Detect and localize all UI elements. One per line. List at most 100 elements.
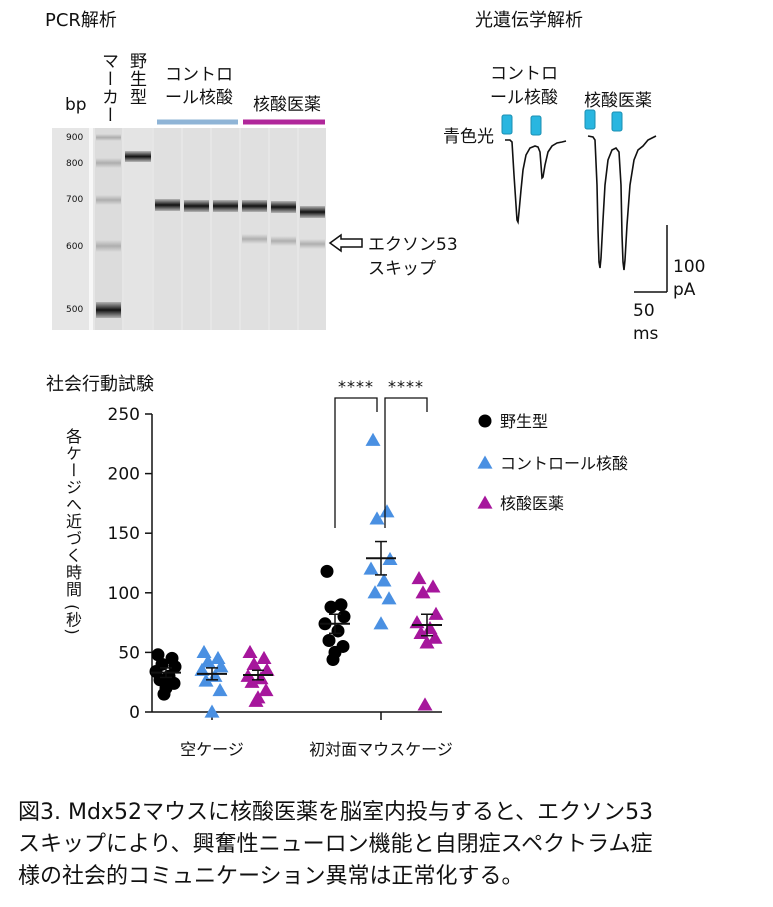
significance-bracket-1 [384, 397, 428, 528]
bp-label: bp [65, 95, 87, 115]
lane-drug-3 [299, 128, 326, 330]
point-0-1-9 [326, 653, 340, 667]
point-0-0-9 [157, 687, 171, 701]
control-group-label-line1: コントロ [165, 65, 233, 85]
caption-line-1: 図3. Mdx52マウスに核酸医薬を脳室内投与すると、エクソン53 [18, 800, 654, 825]
point-1-1-2 [369, 511, 385, 525]
exon-skip-label-line1: エクソン53 [368, 235, 458, 255]
x-category-label-0: 空ケージ [180, 740, 244, 759]
significance-label-1: **** [388, 377, 424, 396]
ladder-tick-600: 600 [66, 242, 84, 252]
scale-y-unit: pA [673, 280, 696, 300]
ladder-tick-900: 900 [66, 133, 84, 143]
point-2-1-9 [417, 697, 433, 711]
legend-marker-1 [477, 455, 493, 469]
photo-control-label: コントロ ール核酸 [490, 62, 558, 110]
point-2-1-8 [419, 635, 435, 649]
point-1-1-8 [373, 616, 389, 630]
y-tick-label-100: 100 [108, 584, 140, 604]
point-1-0-1 [210, 650, 226, 664]
point-2-0-2 [246, 656, 262, 670]
point-2-1-3 [428, 606, 444, 620]
skip-arrow-icon [328, 233, 363, 253]
light-pulse-drug-1 [584, 109, 596, 130]
ladder-bands [96, 134, 121, 318]
exon-skip-label: エクソン53 スキップ [368, 233, 458, 281]
legend-label-1: コントロール核酸 [500, 454, 628, 473]
photo-title: 光遺伝学解析 [475, 10, 583, 31]
band-wildtype [125, 151, 151, 162]
point-1-1-7 [381, 591, 397, 605]
photo-control-label-line1: コントロ [490, 64, 558, 84]
point-1-1-6 [367, 585, 383, 599]
ladder-tick-800: 800 [66, 159, 84, 169]
point-0-0-3 [168, 660, 182, 674]
point-1-1-0 [365, 432, 381, 446]
point-2-1-0 [411, 570, 427, 585]
point-2-0-7 [258, 683, 274, 697]
point-2-1-4 [409, 615, 425, 629]
marker-lane-label: マーカー [98, 52, 118, 124]
bands-full-length [155, 199, 325, 218]
bands-skipped [242, 234, 325, 249]
y-tick-label-200: 200 [108, 465, 140, 485]
photo-drug-label: 核酸医薬 [584, 91, 652, 111]
point-1-0-0 [196, 644, 212, 659]
control-group-label: コントロ ール核酸 [165, 64, 233, 110]
point-2-1-1 [425, 579, 441, 593]
wildtype-lane-label: 野生型 [126, 52, 146, 106]
chart-title: 社会行動試験 [46, 374, 154, 395]
caption-line-3: 様の社会的コミュニケーション異常は正常化する。 [18, 864, 524, 889]
point-2-0-1 [256, 650, 272, 664]
point-1-0-2 [200, 654, 216, 668]
y-tick-label-250: 250 [108, 405, 140, 425]
point-2-0-9 [248, 693, 264, 707]
light-pulse-drug-2 [611, 111, 623, 132]
ladder-tick-500: 500 [66, 305, 84, 315]
lane-drug-1 [241, 128, 268, 330]
drug-group-label: 核酸医薬 [253, 95, 321, 115]
point-0-1-6 [322, 633, 336, 647]
y-tick-label-150: 150 [108, 524, 140, 544]
light-pulse-control-2 [530, 115, 542, 136]
scale-bar-icon [634, 225, 668, 293]
point-1-0-4 [194, 662, 210, 676]
control-group-label-line2: ール核酸 [165, 88, 233, 108]
point-2-0-0 [242, 644, 258, 659]
caption-line-2: スキップにより、興奮性ニューロン機能と自閉症スペクトラム症 [18, 832, 653, 857]
point-1-1-5 [376, 573, 392, 587]
scale-x-unit: ms [633, 324, 659, 344]
point-2-1-2 [415, 585, 431, 599]
x-category-label-1: 初対面マウスケージ [309, 740, 453, 759]
figure-caption: 図3. Mdx52マウスに核酸医薬を脳室内投与すると、エクソン53 スキップによ… [18, 797, 758, 893]
lane-drug-2 [270, 128, 297, 330]
scale-x-value: 50 [633, 301, 655, 321]
light-pulse-control-1 [501, 114, 513, 135]
y-tick-label-0: 0 [129, 703, 140, 723]
ladder-tick-700: 700 [66, 195, 84, 205]
lane-control-2 [183, 128, 210, 330]
point-0-1-5 [331, 624, 345, 638]
point-0-1-2 [324, 600, 338, 614]
point-2-1-7 [427, 630, 443, 644]
gel-lane-divider [89, 128, 93, 330]
point-2-0-5 [253, 671, 269, 685]
trace-control [505, 139, 567, 225]
exon-skip-label-line2: スキップ [368, 259, 436, 279]
legend-label-2: 核酸医薬 [500, 494, 564, 513]
point-0-1-3 [337, 610, 351, 624]
point-1-0-3 [213, 659, 229, 673]
scale-y-value: 100 [673, 257, 706, 277]
photo-control-label-line2: ール核酸 [490, 88, 558, 108]
pcr-title: PCR解析 [45, 10, 117, 31]
point-1-1-1 [379, 504, 395, 518]
point-0-1-0 [320, 564, 334, 578]
point-1-1-4 [363, 561, 379, 575]
legend-marker-0 [478, 414, 492, 428]
point-1-0-7 [212, 683, 228, 697]
y-axis-label: 各ケージへ近づく時間 (秒) [63, 428, 82, 636]
significance-bracket-0 [334, 397, 378, 528]
